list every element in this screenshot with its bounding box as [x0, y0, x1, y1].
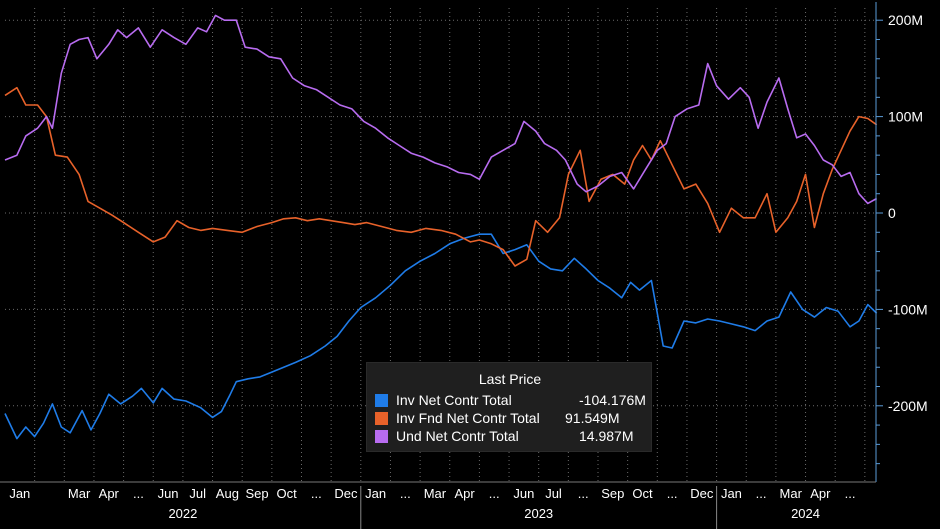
x-tick-label: Jul — [189, 486, 206, 501]
x-tick-label: ... — [845, 486, 856, 501]
x-tick-label: Jul — [545, 486, 562, 501]
legend-title: Last Price — [478, 371, 542, 387]
legend-value-inv: -104.176M — [579, 392, 646, 408]
legend-label-invfnd: Inv Fnd Net Contr Total — [396, 410, 540, 426]
x-tick-label: Oct — [632, 486, 653, 501]
x-tick-label: Dec — [334, 486, 358, 501]
x-tick-label: ... — [400, 486, 411, 501]
legend-swatch-inv — [375, 394, 388, 407]
x-tick-label: ... — [578, 486, 589, 501]
year-label: 2023 — [524, 506, 553, 521]
x-tick-label: Sep — [601, 486, 624, 501]
x-tick-label: Mar — [780, 486, 803, 501]
y-tick-label: 200M — [888, 12, 923, 28]
x-tick-label: Mar — [68, 486, 91, 501]
x-tick-label: ... — [756, 486, 767, 501]
x-tick-label: Apr — [454, 486, 475, 501]
x-tick-label: Mar — [424, 486, 447, 501]
x-tick-label: ... — [667, 486, 678, 501]
series-line-0 — [4, 233, 878, 440]
x-tick-label: Dec — [690, 486, 714, 501]
x-tick-label: Jan — [365, 486, 386, 501]
y-tick-label: -100M — [888, 301, 928, 317]
legend-value-und: 14.987M — [579, 428, 634, 444]
x-tick-label: ... — [489, 486, 500, 501]
x-tick-label: Apr — [99, 486, 120, 501]
x-tick-label: Jan — [9, 486, 30, 501]
x-tick-label: ... — [311, 486, 322, 501]
legend-swatch-und — [375, 430, 388, 443]
legend-label-und: Und Net Contr Total — [396, 428, 519, 444]
y-tick-label: 0 — [888, 205, 896, 221]
x-tick-label: Jun — [158, 486, 179, 501]
x-tick-label: ... — [133, 486, 144, 501]
legend: Last Price Inv Net Contr Total -104.176M… — [366, 362, 652, 452]
legend-label-inv: Inv Net Contr Total — [396, 392, 512, 408]
series-line-2 — [4, 14, 878, 205]
year-label: 2022 — [168, 506, 197, 521]
x-tick-label: Apr — [810, 486, 831, 501]
x-tick-label: Sep — [245, 486, 268, 501]
series-line-1 — [4, 86, 878, 267]
x-tick-label: Oct — [277, 486, 298, 501]
year-label: 2024 — [791, 506, 820, 521]
x-tick-label: Aug — [216, 486, 239, 501]
legend-value-invfnd: 91.549M — [565, 410, 620, 426]
x-tick-label: Jan — [721, 486, 742, 501]
legend-swatch-invfnd — [375, 412, 388, 425]
series-layer — [4, 14, 878, 440]
y-tick-label: 100M — [888, 109, 923, 125]
y-tick-label: -200M — [888, 398, 928, 414]
x-tick-label: Jun — [513, 486, 534, 501]
